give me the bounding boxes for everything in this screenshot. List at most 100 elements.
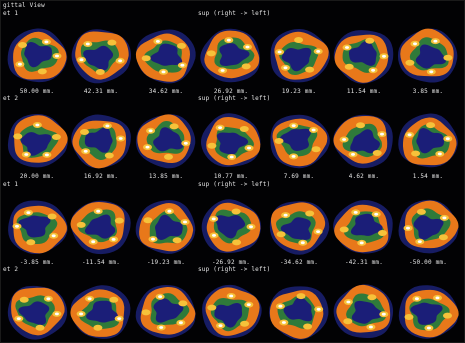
hot-spot xyxy=(37,68,47,75)
peak-spot xyxy=(85,42,90,46)
slice-position-label: 19.23 mm. xyxy=(281,88,317,95)
hot-spot xyxy=(305,66,315,73)
white-matter xyxy=(86,300,119,323)
slice-position-label: 26.92 mm. xyxy=(213,88,249,95)
hot-spot xyxy=(178,300,188,307)
brain-slice xyxy=(8,200,68,255)
peak-spot xyxy=(345,46,349,49)
hot-spot xyxy=(443,312,452,319)
slice-position-label: 50.00 mm. xyxy=(19,88,55,95)
peak-spot xyxy=(226,38,231,42)
hot-spot xyxy=(143,217,153,224)
peak-spot xyxy=(44,153,49,157)
slice-position-label: 1.54 mm. xyxy=(412,173,444,180)
slice-position-label: 7.69 mm. xyxy=(283,173,315,180)
white-matter xyxy=(280,217,311,240)
orientation-header: sup (right -> left) xyxy=(198,266,271,273)
white-matter xyxy=(410,302,443,325)
peak-spot xyxy=(374,212,379,216)
peak-spot xyxy=(51,234,56,238)
brain-slice xyxy=(333,30,394,84)
peak-spot xyxy=(218,126,223,129)
hot-spot xyxy=(274,138,284,144)
brain-slice xyxy=(270,114,331,169)
peak-spot xyxy=(183,220,187,224)
brain-slice xyxy=(397,28,458,83)
brain-slice xyxy=(269,286,329,340)
brain-slice xyxy=(70,200,131,255)
slice-position-label: -34.62 mm. xyxy=(279,259,319,266)
peak-spot xyxy=(316,307,321,311)
peak-spot xyxy=(359,241,364,245)
slice-position-label: 10.77 mm. xyxy=(213,173,249,180)
hot-spot xyxy=(294,37,304,43)
hot-spot xyxy=(13,133,23,140)
peak-spot xyxy=(380,132,384,136)
peak-spot xyxy=(429,70,434,74)
peak-spot xyxy=(212,234,216,237)
peak-spot xyxy=(15,224,19,228)
peak-spot xyxy=(145,145,150,149)
brain-slice xyxy=(135,285,196,339)
peak-spot xyxy=(291,124,296,127)
white-matter xyxy=(279,128,312,152)
white-matter xyxy=(415,44,447,69)
hot-spot xyxy=(305,210,315,217)
peak-spot xyxy=(414,297,419,301)
slice-position-label: 3.85 mm. xyxy=(412,88,444,95)
peak-spot xyxy=(16,317,21,320)
hot-spot xyxy=(404,314,414,320)
peak-spot xyxy=(158,295,163,299)
white-matter xyxy=(215,215,246,239)
peak-spot xyxy=(151,237,155,241)
peak-spot xyxy=(407,133,412,137)
peak-spot xyxy=(54,312,59,316)
hot-spot xyxy=(207,142,217,149)
white-matter xyxy=(154,214,183,240)
white-matter xyxy=(416,128,445,154)
peak-spot xyxy=(161,70,166,74)
peak-spot xyxy=(413,42,417,46)
white-matter xyxy=(153,127,184,152)
peak-spot xyxy=(118,59,123,63)
hot-spot xyxy=(232,239,242,246)
peak-spot xyxy=(26,211,31,214)
peak-spot xyxy=(316,230,321,233)
white-matter xyxy=(18,301,50,325)
peak-spot xyxy=(247,146,251,150)
peak-spot xyxy=(245,45,250,49)
peak-spot xyxy=(35,123,40,127)
brain-slice xyxy=(200,113,261,167)
hot-spot xyxy=(95,69,105,75)
hot-spot xyxy=(405,59,415,66)
slice-position-label: -26.92 mm. xyxy=(211,259,251,266)
peak-spot xyxy=(342,138,347,141)
hot-spot xyxy=(367,294,377,301)
white-matter xyxy=(153,298,184,323)
peak-spot xyxy=(406,226,410,230)
slice-position-label: 16.92 mm. xyxy=(83,173,119,180)
slice-position-label: 4.62 mm. xyxy=(348,173,380,180)
view-title: gittal View xyxy=(3,2,45,9)
hot-spot xyxy=(443,54,453,61)
peak-spot xyxy=(211,217,216,221)
peak-spot xyxy=(281,321,286,324)
white-matter xyxy=(219,43,251,66)
hot-spot xyxy=(51,134,61,140)
hot-spot xyxy=(339,226,349,233)
peak-spot xyxy=(353,211,358,214)
slice-position-label: -3.85 mm. xyxy=(19,259,55,266)
brain-slice xyxy=(333,199,393,254)
hot-spot xyxy=(104,152,114,159)
peak-spot xyxy=(183,141,188,145)
peak-spot xyxy=(249,225,253,229)
set-label: et 1 xyxy=(3,10,19,17)
white-matter xyxy=(18,215,51,238)
peak-spot xyxy=(155,40,160,43)
hot-spot xyxy=(107,39,117,46)
white-matter xyxy=(351,300,383,324)
peak-spot xyxy=(87,297,92,301)
hot-spot xyxy=(35,324,45,331)
hot-spot xyxy=(365,37,375,44)
peak-spot xyxy=(300,241,305,245)
